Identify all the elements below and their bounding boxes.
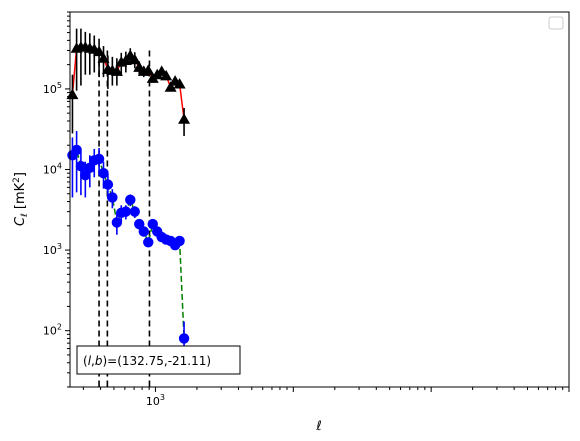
data-point-1-16	[138, 226, 149, 237]
plot-frame	[69, 11, 570, 388]
data-point-0-6	[93, 45, 106, 57]
y-tick-label-1: 103	[43, 242, 62, 257]
annotation-suffix: )=(132.75,-21.11)	[102, 354, 211, 368]
svg-text:(l,b)=(132.75,-21.11): (l,b)=(132.75,-21.11)	[83, 354, 211, 368]
x-axis-ticks: 103	[82, 387, 570, 408]
data-point-1-9	[107, 192, 118, 203]
data-point-0-14	[128, 53, 141, 65]
x-axis-label: ℓ	[315, 419, 321, 434]
y-tick-label-2: 104	[43, 161, 62, 176]
series-layer	[66, 28, 191, 369]
data-point-1-7	[98, 167, 109, 179]
data-point-1-12	[120, 206, 132, 217]
annotation-box: (l,b)=(132.75,-21.11)	[76, 345, 241, 375]
data-point-0-21	[160, 69, 173, 81]
data-point-1-1	[71, 144, 82, 156]
data-point-1-10	[111, 217, 123, 228]
data-point-1-17	[143, 237, 154, 248]
data-point-1-25	[178, 333, 190, 344]
x-tick-label-0: 103	[146, 393, 165, 408]
data-point-1-8	[102, 179, 114, 190]
data-point-0-7	[97, 52, 110, 63]
data-point-0-25	[178, 113, 191, 124]
data-point-1-2	[75, 160, 87, 172]
svg-text:Cℓ [mK2]: Cℓ [mK2]	[12, 172, 30, 226]
vertical-lines	[98, 50, 151, 387]
data-point-1-14	[129, 206, 140, 217]
series-1	[67, 131, 190, 369]
data-point-1-6	[93, 153, 105, 165]
series-0	[66, 28, 191, 137]
annotation-b: b	[95, 354, 103, 368]
data-point-1-24	[174, 235, 185, 247]
y-axis-ticks: 102 103 104 105	[43, 11, 70, 388]
data-point-0-10	[110, 65, 123, 76]
annotation-l: l	[88, 354, 92, 368]
data-point-0-24	[173, 78, 186, 89]
y-tick-label-0: 102	[43, 323, 62, 338]
annotation-prefix: (	[83, 354, 88, 368]
data-point-1-4	[84, 162, 95, 173]
y-axis-label: Cℓ [mK2]	[12, 172, 30, 226]
data-point-0-17	[142, 64, 155, 75]
y-tick-label-3: 105	[43, 81, 62, 96]
data-point-0-22	[164, 81, 177, 92]
data-point-1-13	[125, 194, 136, 206]
annotation-comma: ,	[91, 354, 95, 368]
legend-box	[548, 16, 564, 30]
